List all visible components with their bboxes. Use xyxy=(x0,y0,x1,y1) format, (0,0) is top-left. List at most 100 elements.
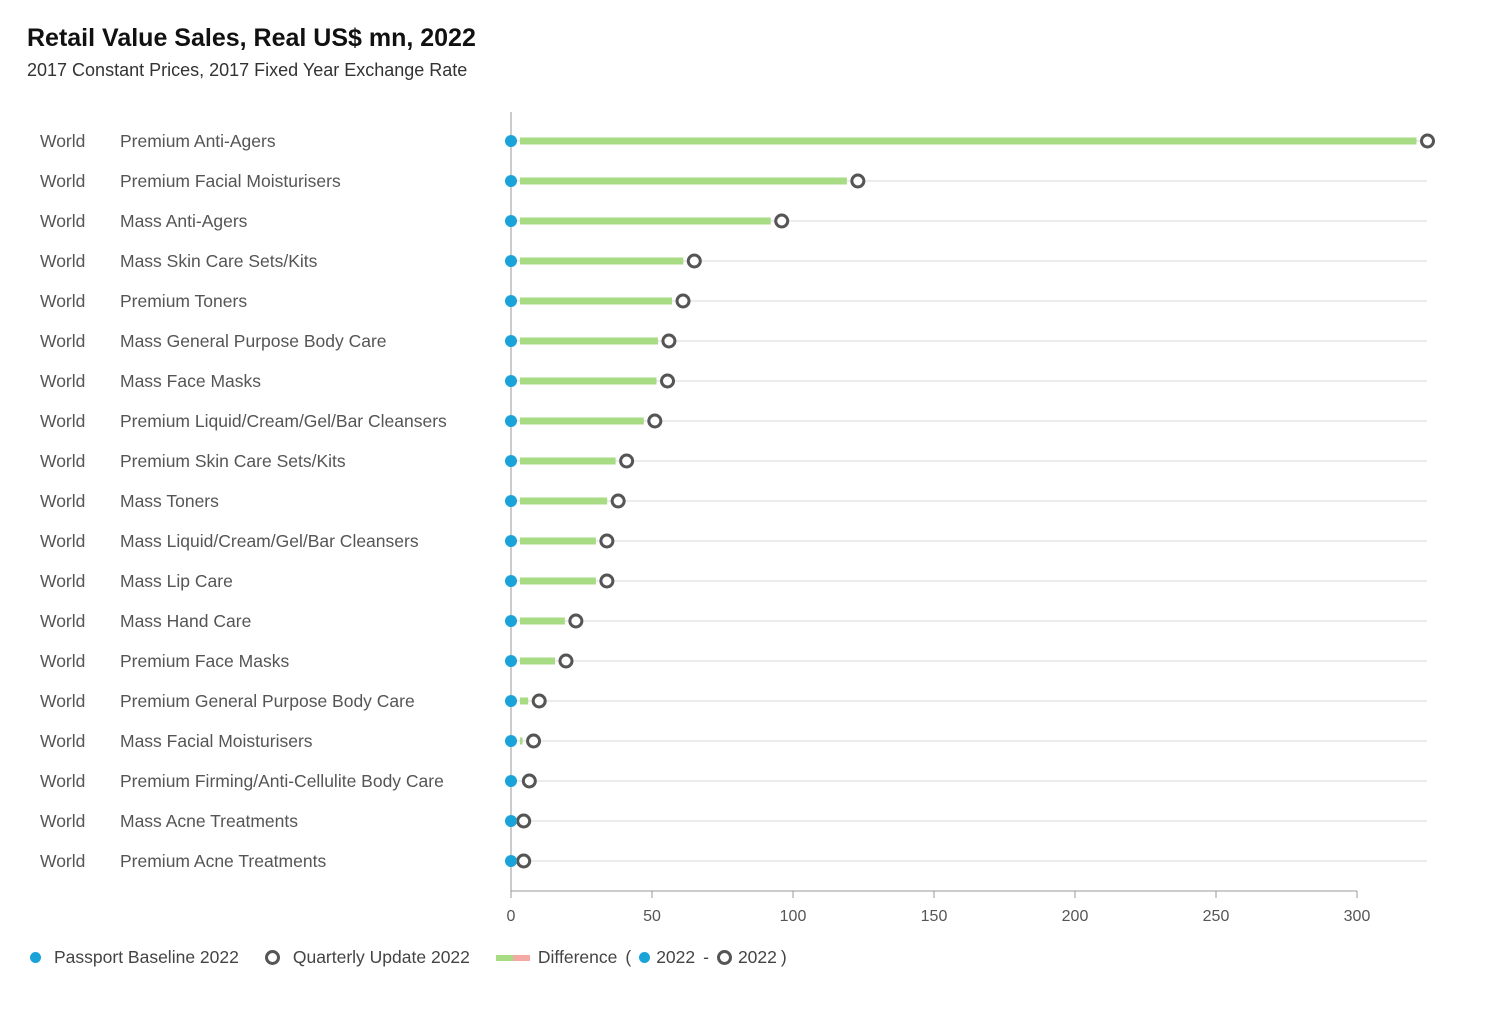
row-category-label: Premium Acne Treatments xyxy=(120,851,326,871)
update-ring-marker xyxy=(599,573,615,589)
chart-title: Retail Value Sales, Real US$ mn, 2022 xyxy=(27,24,476,52)
x-tick-label: 50 xyxy=(643,908,661,925)
difference-bar xyxy=(520,137,1417,145)
row-category-label: Premium General Purpose Body Care xyxy=(120,691,415,711)
x-tick-label: 100 xyxy=(780,908,807,925)
row-category-label: Premium Face Masks xyxy=(120,651,289,671)
dot-plot-chart: 0 50 100 150 200 250 300 World Premium Anti-Ager… xyxy=(40,112,1435,925)
row-geo-label: World xyxy=(40,331,85,351)
update-ring-marker xyxy=(610,493,626,509)
row-category-label: Mass Anti-Agers xyxy=(120,211,248,231)
row-geo-label: World xyxy=(40,451,85,471)
row-geo-label: World xyxy=(40,211,85,231)
legend: Passport Baseline 2022 Quarterly Update … xyxy=(30,947,813,968)
row-category-label: Premium Facial Moisturisers xyxy=(120,171,341,191)
row-geo-label: World xyxy=(40,171,85,191)
baseline-dot-marker xyxy=(505,455,517,467)
row-category-label: Premium Skin Care Sets/Kits xyxy=(120,451,346,471)
legend-dash: - xyxy=(703,947,709,967)
baseline-dot-marker xyxy=(505,775,517,787)
legend-paren-open: ( xyxy=(625,947,632,967)
difference-bar xyxy=(520,497,608,505)
update-ring-marker xyxy=(661,333,677,349)
row-geo-label: World xyxy=(40,851,85,871)
row-geo-label: World xyxy=(40,371,85,391)
update-ring-marker xyxy=(521,773,537,789)
baseline-dot-icon xyxy=(30,952,41,963)
baseline-dot-marker xyxy=(505,375,517,387)
difference-bar xyxy=(520,657,555,665)
update-ring-marker xyxy=(660,373,676,389)
baseline-dot-icon xyxy=(639,952,651,963)
difference-bar xyxy=(520,697,529,705)
row-category-label: Mass Skin Care Sets/Kits xyxy=(120,251,318,271)
legend-baseline-label: Passport Baseline 2022 xyxy=(54,947,239,967)
legend-difference-label: Difference xyxy=(537,947,618,967)
update-ring-marker xyxy=(531,693,547,709)
difference-bar xyxy=(520,377,657,385)
row-geo-label: World xyxy=(40,411,85,431)
row-geo-label: World xyxy=(40,731,85,751)
row-geo-label: World xyxy=(40,811,85,831)
baseline-dot-marker xyxy=(505,575,517,587)
row-category-label: Mass Toners xyxy=(120,491,219,511)
row-category-label: Mass Acne Treatments xyxy=(120,811,298,831)
row-category-label: Mass General Purpose Body Care xyxy=(120,331,387,351)
baseline-dot-marker xyxy=(505,495,517,507)
difference-bar xyxy=(520,297,673,305)
row-category-label: Mass Face Masks xyxy=(120,371,261,391)
x-tick-label: 200 xyxy=(1062,908,1089,925)
update-ring-icon xyxy=(264,950,280,965)
baseline-dot-marker xyxy=(505,815,517,827)
row-geo-label: World xyxy=(40,291,85,311)
baseline-dot-marker xyxy=(505,135,517,147)
baseline-dot-marker xyxy=(505,855,517,867)
row-geo-label: World xyxy=(40,691,85,711)
legend-item-baseline[interactable]: Passport Baseline 2022 xyxy=(30,947,239,968)
chart-subtitle: 2017 Constant Prices, 2017 Fixed Year Ex… xyxy=(27,60,468,80)
row-category-label: Premium Toners xyxy=(120,291,247,311)
baseline-dot-marker xyxy=(505,215,517,227)
legend-year-a: 2022 xyxy=(656,947,696,967)
row-geo-label: World xyxy=(40,611,85,631)
baseline-dot-marker xyxy=(505,415,517,427)
x-tick-label: 300 xyxy=(1344,908,1371,925)
legend-item-update[interactable]: Quarterly Update 2022 xyxy=(264,947,470,968)
update-ring-marker xyxy=(516,813,532,829)
baseline-dot-marker xyxy=(505,535,517,547)
baseline-dot-marker xyxy=(505,255,517,267)
row-category-label: Mass Facial Moisturisers xyxy=(120,731,313,751)
baseline-dot-marker xyxy=(505,615,517,627)
row-geo-label: World xyxy=(40,131,85,151)
update-ring-marker xyxy=(516,853,532,869)
update-ring-marker xyxy=(686,253,702,269)
baseline-dot-marker xyxy=(505,295,517,307)
update-ring-marker xyxy=(675,293,691,309)
update-ring-marker xyxy=(568,613,584,629)
row-geo-label: World xyxy=(40,651,85,671)
baseline-dot-marker xyxy=(505,335,517,347)
update-ring-marker xyxy=(619,453,635,469)
legend-paren-close: ) xyxy=(780,947,787,967)
x-tick-label: 0 xyxy=(507,908,516,925)
difference-bar xyxy=(520,177,847,185)
row-geo-label: World xyxy=(40,531,85,551)
difference-bar xyxy=(520,737,523,745)
difference-bar xyxy=(520,417,644,425)
x-tick-label: 250 xyxy=(1203,908,1230,925)
row-category-label: Premium Firming/Anti-Cellulite Body Care xyxy=(120,771,444,791)
row-geo-label: World xyxy=(40,771,85,791)
update-ring-marker xyxy=(1420,133,1435,149)
update-ring-marker xyxy=(850,173,866,189)
difference-bar xyxy=(520,257,684,265)
difference-bar xyxy=(520,337,658,345)
update-ring-marker xyxy=(599,533,615,549)
update-ring-marker xyxy=(526,733,542,749)
difference-swatch-icon xyxy=(495,954,530,961)
baseline-dot-marker xyxy=(505,695,517,707)
update-ring-marker xyxy=(774,213,790,229)
legend-item-difference[interactable]: Difference ( 2022 - 2022 ) xyxy=(495,947,787,968)
baseline-dot-marker xyxy=(505,735,517,747)
row-category-label: Premium Liquid/Cream/Gel/Bar Cleansers xyxy=(120,411,447,431)
difference-bar xyxy=(520,217,771,225)
